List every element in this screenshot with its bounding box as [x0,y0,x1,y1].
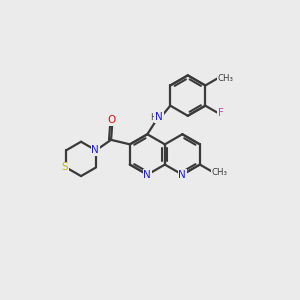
Text: CH₃: CH₃ [218,74,234,82]
Text: N: N [92,145,99,155]
Text: S: S [62,163,68,172]
Text: F: F [218,108,224,118]
Text: CH₃: CH₃ [212,168,228,177]
Text: N: N [143,170,151,180]
Text: H: H [150,113,156,122]
Text: O: O [107,115,116,125]
Text: N: N [178,170,186,180]
Text: N: N [155,112,163,122]
